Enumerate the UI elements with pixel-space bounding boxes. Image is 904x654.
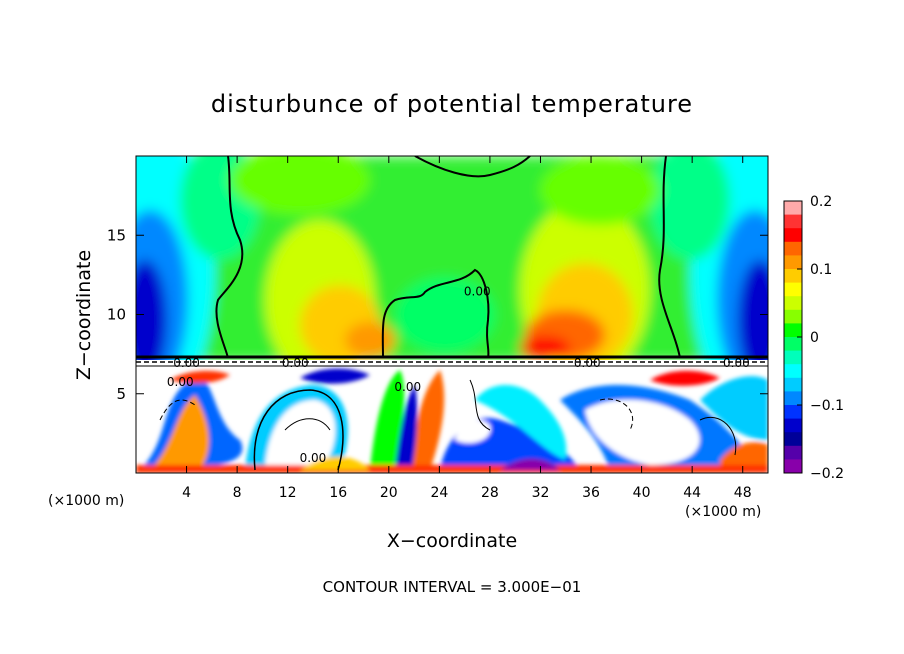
colorbar [784,201,802,474]
y-tick-label: 10 [107,306,126,324]
colorbar-swatch [784,377,802,392]
colorbar-swatch [784,214,802,229]
contour-lines [136,156,768,471]
colorbar-swatch [784,241,802,256]
x-tick-label: 44 [683,485,701,501]
colorbar-swatch [784,255,802,270]
x-tick-label: 12 [279,485,297,501]
y-axis-ticks: 5 10 15 [107,226,768,403]
colorbar-swatch [784,228,802,243]
x-tick-label: 4 [182,485,191,501]
colorbar-swatch [784,418,802,433]
contour-label: 0.00 [173,356,200,370]
colorbar-ticks: 0.2 0.1 0 −0.1 −0.2 [797,194,844,482]
contour-label: 0.00 [300,451,327,465]
contour-label: 0.00 [723,356,750,370]
colorbar-swatch [784,269,802,284]
x-tick-label: 40 [633,485,651,501]
plot-area [136,156,768,473]
colorbar-swatch [784,296,802,311]
colorbar-swatch [784,445,802,460]
x-tick-label: 32 [532,485,550,501]
contour-interval-footer: CONTOUR INTERVAL = 3.000E−01 [323,578,582,596]
colorbar-swatch [784,459,802,474]
x-axis-label: X−coordinate [387,530,517,552]
x-tick-label: 24 [430,485,448,501]
colorbar-swatch [784,350,802,365]
colorbar-tick-label: 0.1 [810,262,832,278]
x-tick-label: 20 [380,485,398,501]
x-tick-label: 36 [582,485,600,501]
colorbar-swatch [784,432,802,447]
contour-label: 0.00 [282,356,309,370]
colorbar-swatch [784,201,802,216]
colorbar-swatch [784,337,802,352]
colorbar-swatch [784,391,802,406]
upper-field [136,156,768,410]
x-axis-ticks: 4 8 12 16 20 24 28 32 36 40 44 48 [182,156,752,501]
colorbar-tick-label: 0.2 [810,194,832,210]
x-unit-right: (×1000 m) [685,504,761,520]
y-axis-label: Z−coordinate [73,250,95,380]
colorbar-tick-label: 0 [810,330,819,346]
contour-labels: 0.00 0.00 0.00 0.00 0.00 0.00 0.00 0.00 [167,285,750,465]
colorbar-swatch [784,323,802,338]
x-tick-label: 8 [233,485,242,501]
colorbar-swatch [784,364,802,379]
colorbar-swatch [784,405,802,420]
y-tick-label: 5 [116,385,126,403]
x-tick-label: 16 [329,485,347,501]
x-tick-label: 28 [481,485,499,501]
y-tick-label: 15 [107,226,126,244]
contour-label: 0.00 [394,380,421,394]
x-tick-label: 48 [734,485,752,501]
colorbar-tick-label: −0.2 [810,466,844,482]
contour-label: 0.00 [464,285,491,299]
chart-title: disturbunce of potential temperature [211,90,693,118]
contour-label: 0.00 [167,375,194,389]
colorbar-swatch [784,309,802,324]
contour-label: 0.00 [574,356,601,370]
colorbar-swatch [784,282,802,297]
colorbar-tick-label: −0.1 [810,398,844,414]
x-unit-left: (×1000 m) [48,493,124,509]
